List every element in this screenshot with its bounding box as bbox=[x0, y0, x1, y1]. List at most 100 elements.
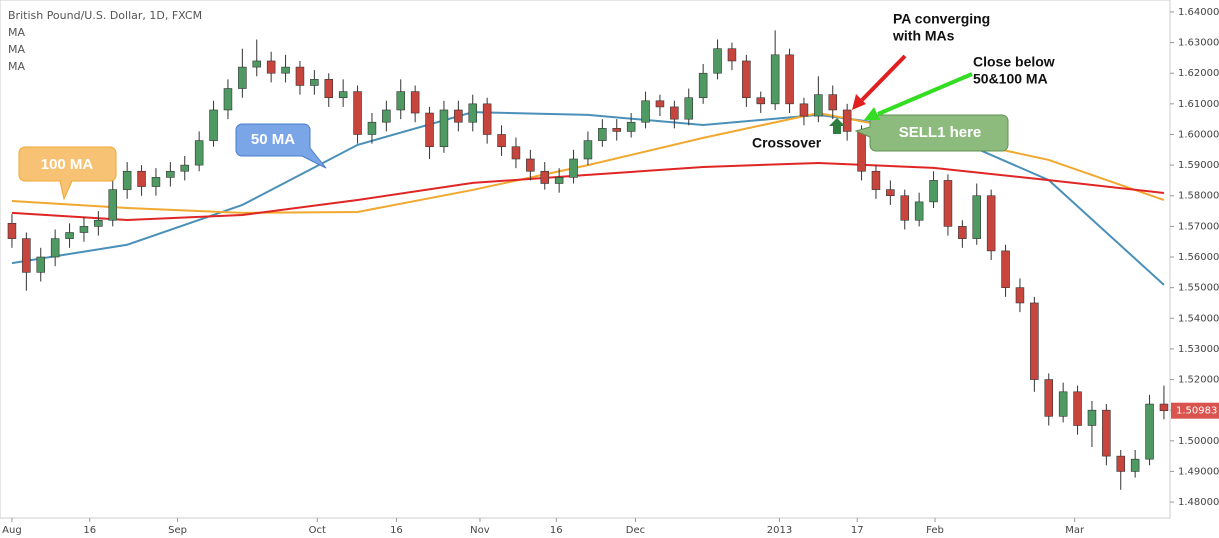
candle-body bbox=[338, 91, 348, 99]
y-tick-label: 1.57000 bbox=[1178, 221, 1219, 232]
y-tick-label: 1.54000 bbox=[1178, 313, 1219, 324]
callout-box bbox=[235, 123, 327, 169]
candle-body bbox=[425, 112, 434, 148]
candle-body bbox=[410, 91, 420, 114]
candle-body bbox=[554, 177, 564, 184]
legend-entry: MA bbox=[8, 60, 25, 73]
y-tick-label: 1.53000 bbox=[1178, 344, 1219, 355]
candle-body bbox=[22, 238, 31, 273]
candle-body bbox=[324, 79, 334, 99]
arrow bbox=[860, 54, 907, 102]
candle-body bbox=[166, 170, 175, 178]
arrow-head bbox=[864, 107, 880, 120]
candle-body bbox=[468, 103, 478, 123]
chart-title: British Pound/U.S. Dollar, 1D, FXCM bbox=[8, 9, 202, 22]
last-price-box bbox=[1171, 402, 1219, 419]
candle-body bbox=[900, 195, 910, 221]
candle-body bbox=[1102, 409, 1111, 457]
candle-body bbox=[986, 195, 996, 252]
candle-body bbox=[353, 91, 362, 135]
candle-body bbox=[50, 238, 60, 258]
annotation: PA converging bbox=[893, 11, 990, 27]
x-tick-label: 16 bbox=[390, 525, 403, 536]
y-tick-label: 1.58000 bbox=[1178, 191, 1219, 202]
candle-body bbox=[583, 140, 593, 160]
candle-body bbox=[713, 48, 722, 74]
y-tick-label: 1.63000 bbox=[1178, 38, 1219, 49]
candle-body bbox=[122, 170, 132, 190]
annotation: 50&100 MA bbox=[973, 71, 1048, 87]
candle-body bbox=[842, 109, 852, 132]
callout-label: SELL1 here bbox=[899, 124, 982, 141]
candle-body bbox=[886, 189, 895, 197]
candle-body bbox=[1145, 403, 1154, 460]
candle-body bbox=[367, 121, 377, 135]
candle-body bbox=[137, 170, 146, 187]
candle-body bbox=[626, 121, 636, 132]
candle-body bbox=[382, 109, 391, 123]
candle-body bbox=[1015, 287, 1025, 304]
candle-body bbox=[7, 223, 17, 239]
candle-body bbox=[151, 177, 161, 187]
candle-body bbox=[727, 48, 737, 62]
candle-body bbox=[770, 54, 780, 105]
candle-body bbox=[958, 226, 967, 239]
candle-body bbox=[943, 180, 953, 227]
y-tick-label: 1.56000 bbox=[1178, 252, 1219, 263]
candle-body bbox=[1030, 302, 1039, 380]
arrow-up bbox=[829, 118, 845, 134]
candle-body bbox=[756, 97, 766, 105]
y-tick-label: 1.60000 bbox=[1178, 129, 1219, 140]
x-tick-label: Mar bbox=[1065, 525, 1085, 536]
callout-label: 100 MA bbox=[41, 156, 94, 173]
candle-body bbox=[396, 91, 406, 111]
candle-body bbox=[612, 128, 622, 132]
candle-body bbox=[36, 256, 46, 273]
candle-body bbox=[108, 189, 118, 221]
candle-body bbox=[972, 195, 982, 239]
x-tick-label: 2013 bbox=[767, 525, 792, 536]
candle-body bbox=[497, 134, 506, 148]
plot-area bbox=[0, 0, 1171, 519]
candle-body bbox=[670, 106, 679, 120]
candle-body bbox=[194, 140, 204, 166]
x-tick-label: Sep bbox=[168, 525, 187, 536]
callout-box bbox=[854, 114, 1009, 152]
y-tick-label: 1.49000 bbox=[1178, 466, 1219, 477]
x-tick-label: Aug bbox=[2, 525, 22, 536]
candle-body bbox=[266, 60, 276, 74]
candle-body bbox=[655, 100, 665, 108]
x-tick-label: 16 bbox=[550, 525, 563, 536]
candle-body bbox=[1058, 391, 1068, 417]
candle-body bbox=[569, 158, 578, 178]
annotation: with MAs bbox=[892, 28, 955, 44]
candle-body bbox=[914, 201, 924, 221]
candle-body bbox=[295, 66, 305, 86]
candle-body bbox=[785, 54, 794, 105]
ma-line bbox=[11, 161, 1165, 221]
candle-body bbox=[482, 103, 492, 135]
candle-body bbox=[281, 66, 290, 74]
y-tick-label: 1.61000 bbox=[1178, 99, 1219, 110]
arrow-head bbox=[852, 94, 866, 110]
candle-body bbox=[799, 103, 809, 117]
candle-body bbox=[828, 94, 838, 111]
candle-body bbox=[698, 72, 708, 99]
candle-body bbox=[310, 79, 319, 86]
x-tick-label: 16 bbox=[83, 525, 96, 536]
candle-body bbox=[94, 219, 103, 227]
annotation: Crossover bbox=[752, 135, 822, 151]
annotation: Close below bbox=[973, 54, 1055, 70]
candle-body bbox=[1087, 409, 1097, 426]
candle-body bbox=[1159, 403, 1169, 411]
y-tick-label: 1.62000 bbox=[1178, 68, 1219, 79]
candle-body bbox=[929, 180, 938, 203]
callout-box bbox=[18, 146, 117, 201]
candle-body bbox=[65, 232, 74, 239]
candle-body bbox=[209, 109, 218, 141]
x-tick-label: Nov bbox=[470, 525, 490, 536]
candle-body bbox=[1073, 391, 1082, 426]
candle-body bbox=[684, 97, 694, 120]
candle-body bbox=[742, 60, 751, 99]
